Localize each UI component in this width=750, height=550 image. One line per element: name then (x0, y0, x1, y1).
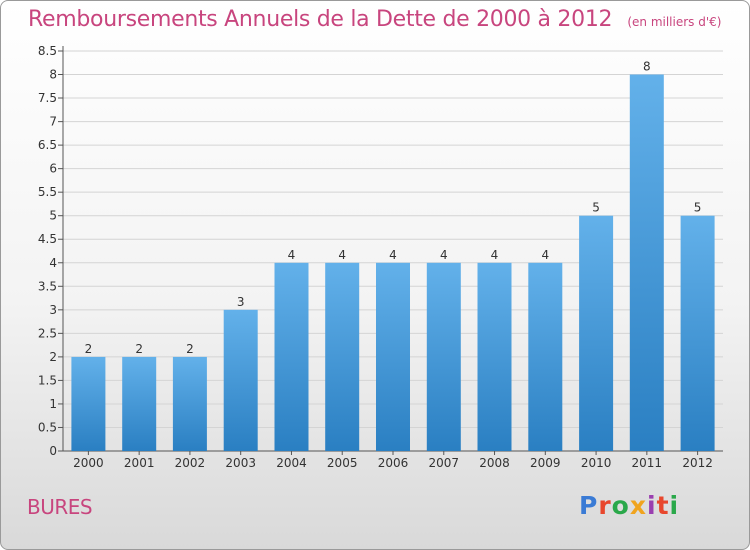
bar-value-label: 5 (592, 201, 600, 215)
bar-2003 (223, 309, 258, 451)
y-tick-label: 8.5 (38, 44, 57, 58)
y-tick-label: 7.5 (38, 91, 57, 105)
x-tick-label: 2004 (276, 456, 307, 470)
bar-value-label: 4 (288, 248, 296, 262)
y-tick-label: 4.5 (38, 232, 57, 246)
bar-value-label: 2 (85, 342, 93, 356)
x-tick-label: 2000 (73, 456, 104, 470)
y-tick-label: 5 (49, 209, 57, 223)
bar-2004 (274, 262, 309, 451)
bar-value-label: 2 (135, 342, 143, 356)
y-tick-label: 4 (49, 256, 57, 270)
commune-name: BURES (27, 495, 93, 519)
bar-value-label: 4 (541, 248, 549, 262)
x-tick-label: 2005 (327, 456, 358, 470)
y-tick-label: 3.5 (38, 279, 57, 293)
bar-value-label: 4 (389, 248, 397, 262)
y-tick-label: 8 (49, 68, 57, 82)
logo-letter: i (647, 491, 657, 520)
bar-value-label: 5 (694, 201, 702, 215)
logo-letter: t (656, 491, 670, 520)
y-tick-label: 6.5 (38, 138, 57, 152)
bar-value-label: 8 (643, 60, 651, 74)
unit-note: (en milliers d'€) (627, 15, 722, 29)
x-tick-label: 2011 (632, 456, 663, 470)
y-tick-label: 5.5 (38, 185, 57, 199)
bar-2009 (528, 262, 563, 451)
x-tick-label: 2001 (124, 456, 155, 470)
bars: 2 2 2 3 4 4 4 4 4 4 5 8 5 (71, 60, 715, 451)
y-tick-label: 3 (49, 303, 57, 317)
x-tick-label: 2012 (682, 456, 713, 470)
logo-letter: P (579, 491, 599, 520)
x-tick-label: 2008 (479, 456, 510, 470)
bar-2006 (376, 262, 410, 451)
y-tick-label: 0.5 (38, 420, 57, 434)
x-tick-label: 2009 (530, 456, 561, 470)
bar-value-label: 4 (440, 248, 448, 262)
proxiti-logo: Proxiti (579, 491, 679, 520)
y-tick-label: 1 (49, 397, 57, 411)
y-tick-label: 2 (49, 350, 57, 364)
y-axis: 0 0.5 1 1.5 2 2.5 3 3.5 4 4.5 5 5.5 6 6.5 7 7.5 8 8.5 (38, 44, 64, 458)
y-tick-label: 2.5 (38, 326, 57, 340)
bar-value-label: 4 (491, 248, 499, 262)
bar-value-label: 3 (237, 295, 245, 309)
logo-letter: x (629, 491, 647, 520)
bar-2002 (172, 356, 207, 451)
bar-2000 (71, 356, 106, 451)
x-tick-label: 2007 (429, 456, 460, 470)
bar-2005 (325, 262, 360, 451)
bar-value-label: 4 (338, 248, 346, 262)
logo-letter: r (598, 491, 612, 520)
y-tick-label: 0 (49, 444, 57, 458)
x-axis: 2000 2001 2002 2003 2004 2005 2006 2007 2008 2009… (63, 450, 723, 470)
bar-2012 (680, 215, 715, 451)
x-tick-label: 2003 (225, 456, 256, 470)
bar-2007 (426, 262, 461, 451)
x-tick-label: 2010 (581, 456, 612, 470)
y-tick-label: 7 (49, 115, 57, 129)
y-tick-label: 6 (49, 162, 57, 176)
x-tick-label: 2006 (378, 456, 409, 470)
x-tick-label: 2002 (175, 456, 206, 470)
bar-2010 (579, 215, 614, 451)
logo-letter: o (611, 491, 630, 520)
bar-2008 (477, 262, 512, 451)
chart-title: Remboursements Annuels de la Dette de 20… (28, 7, 613, 32)
logo-letter: i (669, 491, 680, 520)
bar-2001 (122, 356, 157, 451)
title-row: Remboursements Annuels de la Dette de 20… (28, 7, 721, 32)
y-tick-label: 1.5 (38, 373, 57, 387)
bar-value-label: 2 (186, 342, 194, 356)
bar-2011 (629, 74, 664, 451)
